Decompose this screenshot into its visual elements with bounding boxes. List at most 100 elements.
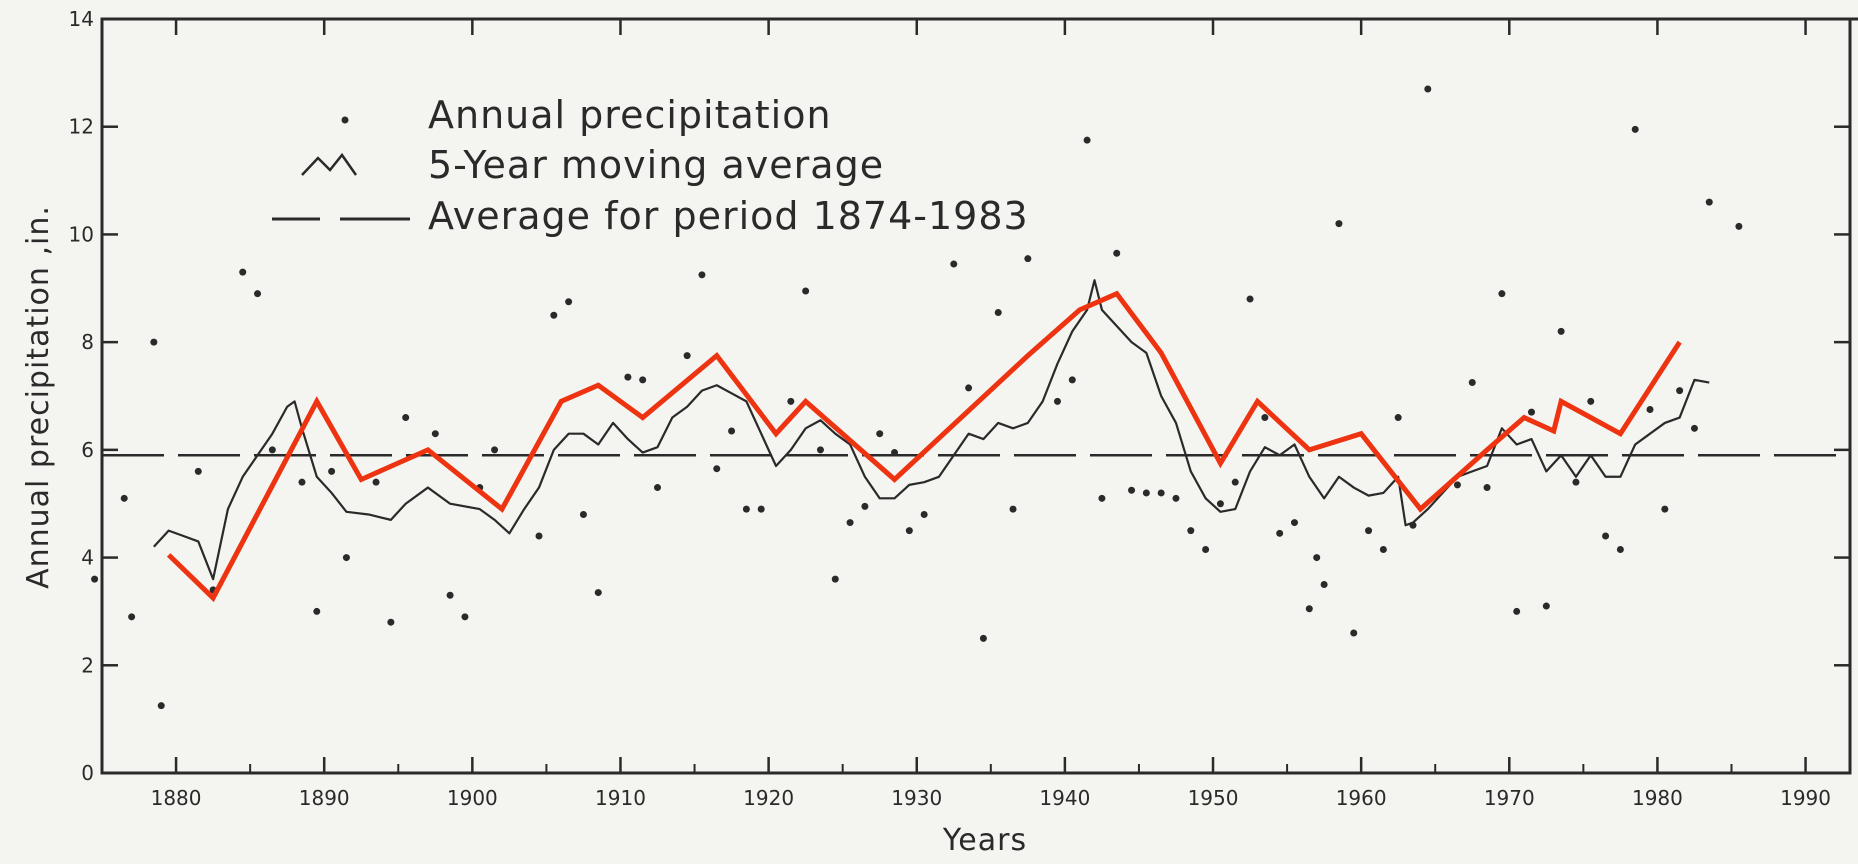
annual-point: [861, 502, 869, 510]
annual-point: [757, 505, 765, 513]
annual-point: [1483, 484, 1491, 492]
annual-point: [965, 384, 973, 392]
annual-point: [1631, 125, 1639, 133]
annual-point: [639, 376, 647, 384]
annual-point: [1113, 249, 1121, 257]
annual-point: [1646, 405, 1654, 413]
x-tick-label: 1890: [299, 786, 350, 810]
annual-point: [950, 260, 958, 268]
annual-point: [1616, 545, 1624, 553]
annual-point: [1513, 607, 1521, 615]
x-axis-title: Years: [942, 823, 1027, 858]
annual-point: [1409, 521, 1417, 529]
annual-point: [1572, 478, 1580, 486]
y-tick-label: 2: [81, 653, 94, 677]
y-axis-title: Annual precipitation ,in.: [21, 205, 56, 589]
annual-point: [372, 478, 380, 486]
annual-point: [742, 505, 750, 513]
annual-point: [1202, 545, 1210, 553]
annual-point: [579, 510, 587, 518]
legend-zigzag-marker: [301, 152, 358, 176]
legend-dot-marker: [341, 116, 349, 124]
red-overlay-line: [166, 290, 1682, 603]
annual-point: [1068, 376, 1076, 384]
annual-point: [1468, 379, 1476, 387]
annual-point: [1394, 414, 1402, 422]
annual-point: [713, 465, 721, 473]
annual-point: [1335, 220, 1343, 228]
plot-frame: [100, 17, 1852, 775]
y-tick-label: 4: [81, 546, 94, 570]
x-tick-label: 1930: [891, 786, 942, 810]
annual-point: [268, 446, 276, 454]
ticks-layer: 1880 1890 1900 1910 1920 1930 1940 1950 1960 1970…: [69, 7, 1850, 810]
annual-point: [461, 613, 469, 621]
annual-point: [550, 311, 558, 319]
annual-point: [920, 510, 928, 518]
annual-point: [1365, 527, 1373, 535]
annual-point: [1024, 255, 1032, 263]
annual-point: [1602, 532, 1610, 540]
annual-point: [1187, 527, 1195, 535]
annual-point: [1053, 397, 1061, 405]
annual-point: [150, 338, 158, 346]
x-tick-label: 1900: [447, 786, 498, 810]
annual-point: [728, 427, 736, 435]
moving-average-layer: [153, 279, 1710, 581]
annual-point: [1379, 545, 1387, 553]
annual-point: [1528, 408, 1536, 416]
y-tick-label: 0: [81, 761, 94, 785]
annual-point: [846, 519, 854, 527]
annual-point: [431, 430, 439, 438]
annual-point: [157, 702, 165, 710]
x-tick-label: 1990: [1780, 786, 1831, 810]
annual-point: [120, 494, 128, 502]
annual-point: [802, 287, 810, 295]
annual-point: [1705, 198, 1713, 206]
annual-point: [594, 589, 602, 597]
annual-point: [446, 591, 454, 599]
annual-point: [1261, 414, 1269, 422]
annual-point: [91, 575, 99, 583]
legend-label-annual: Annual precipitation: [428, 93, 832, 137]
annual-point: [1313, 554, 1321, 562]
x-tick-label: 1920: [743, 786, 794, 810]
y-tick-label: 8: [81, 330, 94, 354]
annual-point: [1290, 519, 1298, 527]
annual-point: [1172, 494, 1180, 502]
annual-point: [1453, 481, 1461, 489]
moving-average-line: [153, 279, 1710, 581]
x-tick-label: 1970: [1484, 786, 1535, 810]
annual-point: [1142, 489, 1150, 497]
annual-point: [831, 575, 839, 583]
annual-point: [654, 484, 662, 492]
legend-label-period-average: Average for period 1874-1983: [428, 194, 1029, 238]
y-tick-label: 14: [69, 7, 94, 31]
annual-point: [239, 268, 247, 276]
annual-point: [535, 532, 543, 540]
annual-point: [1276, 529, 1284, 537]
annual-point: [1424, 85, 1432, 93]
x-tick-label: 1980: [1632, 786, 1683, 810]
annual-point: [1128, 486, 1136, 494]
annual-point: [1690, 424, 1698, 432]
annual-point: [1350, 629, 1358, 637]
x-tick-label: 1940: [1039, 786, 1090, 810]
annual-point: [1557, 327, 1565, 335]
annual-point: [1320, 581, 1328, 588]
annual-point: [1498, 290, 1506, 298]
annual-point: [1231, 478, 1239, 486]
annual-point: [1216, 500, 1224, 508]
annual-point: [491, 446, 499, 454]
annual-point: [891, 449, 899, 457]
annual-point: [1009, 505, 1017, 513]
x-tick-label: 1960: [1336, 786, 1387, 810]
annual-point: [1676, 387, 1684, 395]
annual-point: [402, 414, 410, 422]
overlay-line-layer: [166, 290, 1682, 603]
annual-point: [816, 446, 824, 454]
x-tick-label: 1910: [595, 786, 646, 810]
annual-point: [979, 634, 987, 642]
annual-point: [313, 607, 321, 615]
